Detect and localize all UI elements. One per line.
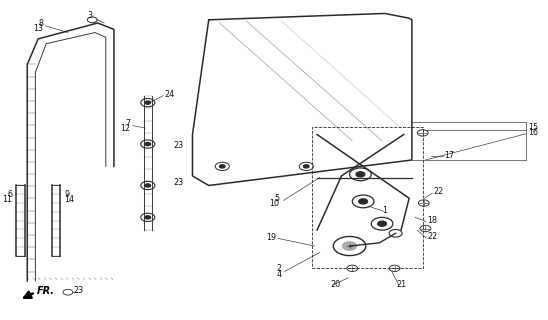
Text: 1: 1 <box>382 206 387 215</box>
Text: 18: 18 <box>427 216 437 225</box>
Circle shape <box>359 199 368 204</box>
Text: 15: 15 <box>528 123 539 132</box>
Bar <box>312 126 423 268</box>
Circle shape <box>356 172 365 177</box>
Circle shape <box>342 242 357 250</box>
Text: 8: 8 <box>38 19 43 28</box>
Text: 13: 13 <box>33 24 43 33</box>
Text: 23: 23 <box>174 178 184 187</box>
Circle shape <box>145 101 151 104</box>
Text: 21: 21 <box>397 280 407 289</box>
Text: 20: 20 <box>330 280 341 289</box>
Text: 14: 14 <box>64 195 74 204</box>
Text: 23: 23 <box>174 141 184 150</box>
Circle shape <box>220 165 225 168</box>
Circle shape <box>145 142 151 146</box>
Text: 11: 11 <box>2 195 12 204</box>
Text: 24: 24 <box>164 90 174 99</box>
Text: 5: 5 <box>274 194 279 203</box>
Circle shape <box>145 184 151 187</box>
Text: 6: 6 <box>7 190 12 199</box>
Text: 2: 2 <box>277 264 282 274</box>
Text: 12: 12 <box>120 124 130 132</box>
Circle shape <box>304 165 309 168</box>
Circle shape <box>378 221 386 226</box>
Text: 22: 22 <box>427 232 437 241</box>
Text: 3: 3 <box>87 11 92 20</box>
Text: 23: 23 <box>73 286 83 295</box>
Text: 10: 10 <box>269 198 279 207</box>
Text: FR.: FR. <box>37 286 55 296</box>
Text: 7: 7 <box>125 119 130 128</box>
Text: 22: 22 <box>433 188 444 196</box>
Text: 4: 4 <box>277 269 282 279</box>
Text: 9: 9 <box>64 190 69 199</box>
Text: 16: 16 <box>528 128 538 137</box>
Circle shape <box>145 216 151 219</box>
Text: 19: 19 <box>266 233 276 242</box>
Text: 17: 17 <box>444 151 454 160</box>
